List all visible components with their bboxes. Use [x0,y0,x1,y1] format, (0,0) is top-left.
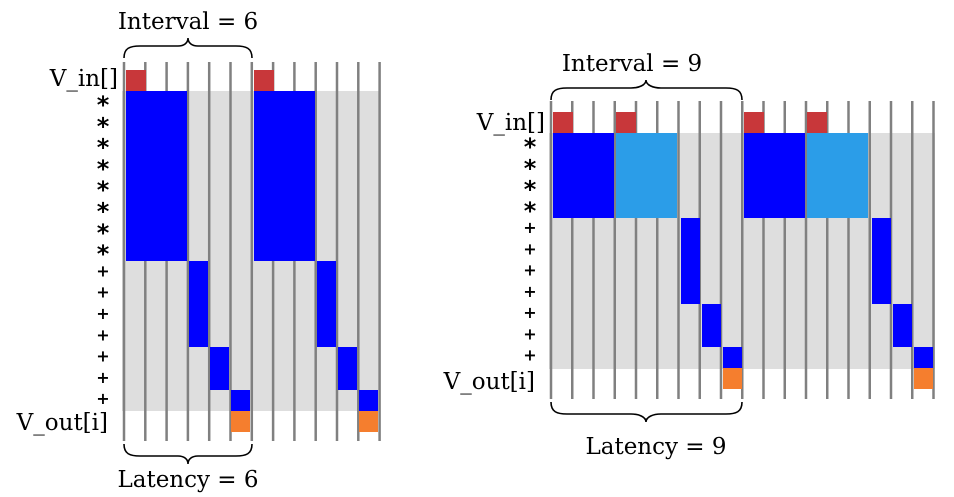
left-stage-symbol: + [96,347,109,366]
left-input-label: V_in[] [49,66,118,92]
right-diagram: Interval = 9 Latency = 9 V_in[] V_out[i]… [443,51,935,460]
left-interval-brace [123,37,253,59]
left-stage-symbol: + [96,283,109,302]
left-output-block-1 [231,411,250,432]
right-stage-symbol: + [523,239,536,258]
right-add-block-2 [702,304,721,347]
left-stage-symbols: ********+++++++ [96,91,109,408]
left-stage-symbol: * [97,155,110,183]
right-input-block-2 [616,112,636,133]
right-multiply-block-4 [807,133,868,218]
left-stage-symbol: * [97,134,110,162]
right-stage-symbol: + [523,218,536,237]
right-stage-symbols: ****+++++++ [523,133,536,365]
left-input-block-1 [126,70,146,91]
right-stage-symbol: * [524,133,537,161]
left-add-block-2 [210,347,229,390]
left-stage-symbol: * [97,91,110,119]
right-stage-symbol: * [524,154,537,182]
right-latency-label: Latency = 9 [585,434,726,460]
right-stage-symbol: * [524,176,537,204]
right-stage-symbol: + [523,282,536,301]
right-add-block-4 [872,218,891,304]
left-stage-symbol: * [97,112,110,140]
left-add-block-3 [231,390,250,411]
left-interval-label: Interval = 6 [118,9,258,35]
right-multiply-block-1 [553,133,614,218]
left-stage-symbol: * [97,198,110,226]
left-add-block-4 [317,261,336,347]
left-output-label: V_out[i] [16,410,108,436]
left-stage-symbol: * [97,219,110,247]
left-stage-symbol: + [96,304,109,323]
left-add-block-5 [338,347,357,390]
left-output-block-2 [359,411,378,432]
left-stage-symbol: + [96,261,109,280]
right-stage-symbol: + [523,261,536,280]
right-add-block-6 [914,347,933,368]
right-add-block-3 [723,347,742,368]
right-output-label: V_out[i] [443,369,535,395]
right-input-block-4 [807,112,827,133]
right-output-block-2 [914,368,933,389]
left-stage-symbol: + [96,325,109,344]
right-stage-symbol: + [523,324,536,343]
right-multiply-block-3 [744,133,805,218]
left-stage-symbol: * [97,176,110,204]
left-latency-brace [123,443,253,465]
right-add-block-1 [681,218,700,304]
left-diagram: Interval = 6 Latency = 6 V_in[] V_out[i]… [16,9,381,493]
right-add-block-5 [893,304,912,347]
left-multiply-block-1 [126,91,187,261]
right-stage-symbol: * [524,197,537,225]
right-output-block-1 [723,368,742,389]
right-input-block-1 [553,112,573,133]
right-latency-brace [550,401,743,423]
left-input-block-2 [254,70,274,91]
right-multiply-block-2 [616,133,677,218]
right-input-block-3 [744,112,764,133]
left-multiply-block-2 [254,91,315,261]
right-interval-brace [550,79,743,101]
right-stage-symbol: + [523,346,536,365]
right-interval-label: Interval = 9 [562,51,702,77]
left-add-block-6 [359,390,378,411]
left-latency-label: Latency = 6 [117,467,258,493]
right-input-label: V_in[] [476,110,545,136]
left-stage-symbol: + [96,389,109,408]
left-add-block-1 [189,261,208,347]
left-stage-symbol: + [96,368,109,387]
right-stage-symbol: + [523,303,536,322]
left-stage-symbol: * [97,240,110,268]
